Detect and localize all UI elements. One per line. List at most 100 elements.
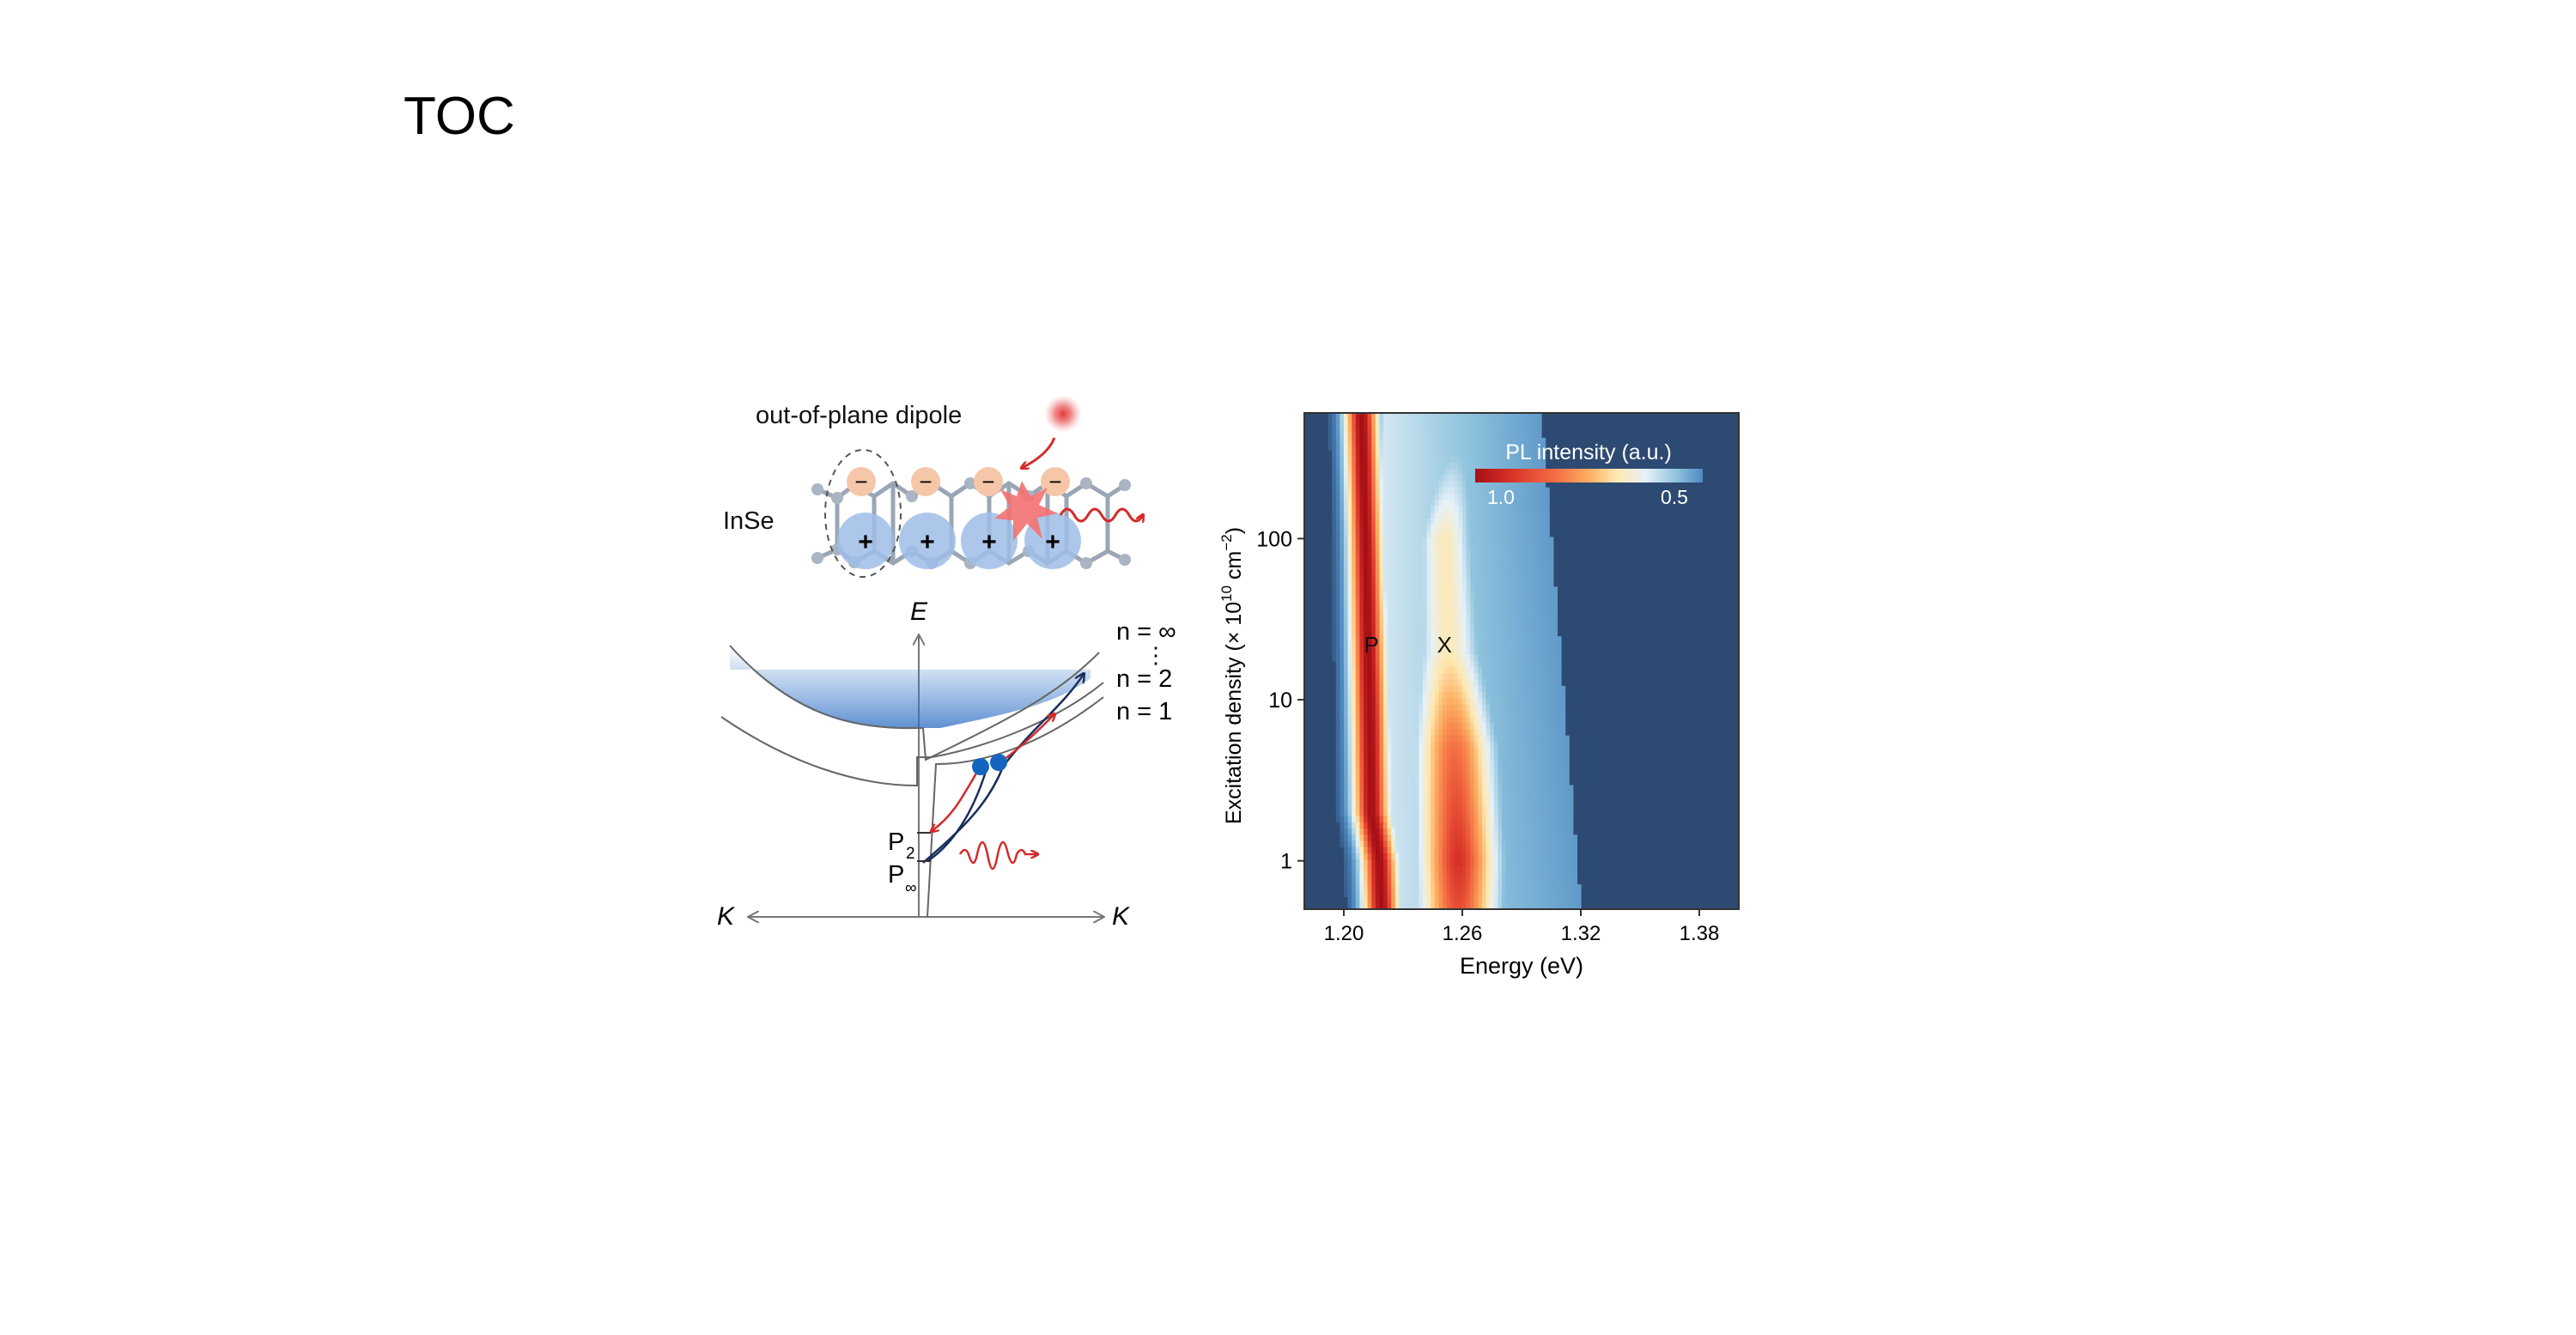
heatmap-cell	[1423, 896, 1428, 904]
heatmap-cell	[1371, 884, 1376, 891]
heatmap-cell	[1347, 555, 1352, 562]
heatmap-cell	[1406, 481, 1412, 488]
heatmap-cell	[1466, 431, 1471, 439]
heatmap-cell	[1434, 642, 1439, 650]
heatmap-cell	[1375, 450, 1380, 458]
heatmap-cell	[1525, 444, 1530, 451]
heatmap-cell	[1443, 673, 1448, 681]
heatmap-cell	[1478, 481, 1483, 488]
heatmap-cell	[1541, 506, 1546, 513]
heatmap-cell	[1513, 549, 1518, 556]
heatmap-cell	[1399, 512, 1404, 519]
heatmap-cell	[1541, 561, 1546, 569]
heatmap-cell	[1340, 648, 1345, 656]
heatmap-cell	[1522, 598, 1527, 606]
heatmap-cell	[1379, 853, 1384, 860]
heatmap-cell	[1347, 896, 1352, 904]
heatmap-cell	[1478, 636, 1483, 643]
heatmap-cell	[1545, 692, 1550, 699]
heatmap-cell	[1545, 785, 1550, 792]
heatmap-cell	[1367, 723, 1372, 731]
heatmap-cell	[1545, 859, 1550, 867]
heatmap-cell	[1387, 444, 1392, 451]
heatmap-cell	[1399, 537, 1404, 544]
heatmap-cell	[1399, 673, 1404, 681]
heatmap-cell	[1406, 617, 1412, 625]
heatmap-cell	[1340, 444, 1345, 451]
heatmap-cell	[1470, 890, 1475, 898]
heatmap-cell	[1482, 710, 1487, 718]
heatmap-cell	[1462, 859, 1467, 867]
heatmap-cell	[1552, 896, 1558, 904]
heatmap-cell	[1359, 580, 1364, 587]
heatmap-cell	[1399, 884, 1404, 891]
heatmap-cell	[1552, 648, 1558, 656]
heatmap-cell	[1522, 877, 1527, 885]
heatmap-cell	[1438, 804, 1443, 810]
heatmap-cell	[1462, 896, 1467, 904]
heatmap-cell	[1502, 598, 1507, 606]
heatmap-cell	[1545, 586, 1550, 594]
heatmap-cell	[1387, 636, 1392, 643]
heatmap-cell	[1533, 698, 1538, 706]
heatmap-cell	[1355, 598, 1360, 606]
heatmap-cell	[1387, 431, 1392, 439]
heatmap-cell	[1522, 654, 1527, 662]
heatmap-cell	[1541, 555, 1546, 562]
heatmap-cell	[1367, 816, 1372, 823]
heatmap-cell	[1541, 828, 1546, 835]
heatmap-cell	[1462, 469, 1467, 476]
heatmap-cell	[1513, 419, 1518, 427]
heatmap-cell	[1347, 679, 1352, 687]
heatmap-cell	[1510, 884, 1515, 891]
heatmap-cell	[1446, 710, 1451, 718]
heatmap-cell	[1423, 642, 1428, 650]
heatmap-cell	[1517, 506, 1522, 513]
heatmap-cell	[1493, 760, 1498, 768]
heatmap-cell	[1443, 847, 1448, 854]
heatmap-cell	[1454, 531, 1459, 538]
heatmap-cell	[1355, 773, 1360, 780]
heatmap-cell	[1505, 636, 1510, 643]
heatmap-cell	[1470, 456, 1475, 464]
heatmap-cell	[1383, 685, 1388, 693]
heatmap-cell	[1375, 754, 1380, 762]
heatmap-cell	[1552, 884, 1558, 891]
heatmap-cell	[1443, 859, 1448, 867]
heatmap-cell	[1517, 586, 1522, 594]
heatmap-cell	[1426, 462, 1431, 470]
heatmap-cell	[1364, 549, 1369, 556]
heatmap-cell	[1387, 834, 1392, 842]
heatmap-cell	[1525, 760, 1530, 768]
heatmap-cell	[1379, 444, 1384, 451]
heatmap-cell	[1359, 487, 1364, 495]
heatmap-cell	[1485, 791, 1491, 798]
heatmap-cell	[1564, 748, 1570, 755]
heatmap-cell	[1482, 884, 1487, 891]
heatmap-cell	[1482, 810, 1487, 817]
heatmap-cell	[1419, 661, 1424, 668]
heatmap-cell	[1426, 487, 1431, 495]
heatmap-cell	[1443, 828, 1448, 835]
heatmap-cell	[1537, 896, 1542, 904]
heatmap-cell	[1458, 859, 1463, 867]
heatmap-cell	[1340, 760, 1345, 768]
heatmap-cell	[1502, 902, 1507, 909]
heatmap-cell	[1502, 629, 1507, 637]
heatmap-cell	[1450, 555, 1455, 562]
heatmap-cell	[1470, 847, 1475, 854]
heatmap-cell	[1367, 654, 1372, 662]
heatmap-cell	[1371, 877, 1376, 885]
heatmap-cell	[1462, 723, 1467, 731]
heatmap-cell	[1367, 580, 1372, 587]
heatmap-cell	[1513, 877, 1518, 885]
heatmap-cell	[1383, 636, 1388, 643]
heatmap-cell	[1414, 419, 1419, 427]
heatmap-cell	[1552, 760, 1558, 768]
heatmap-cell	[1450, 685, 1455, 693]
heatmap-cell	[1394, 902, 1400, 909]
heatmap-cell	[1443, 853, 1448, 860]
heatmap-cell	[1375, 760, 1380, 768]
heatmap-cell	[1414, 456, 1419, 464]
heatmap-cell	[1564, 890, 1570, 898]
